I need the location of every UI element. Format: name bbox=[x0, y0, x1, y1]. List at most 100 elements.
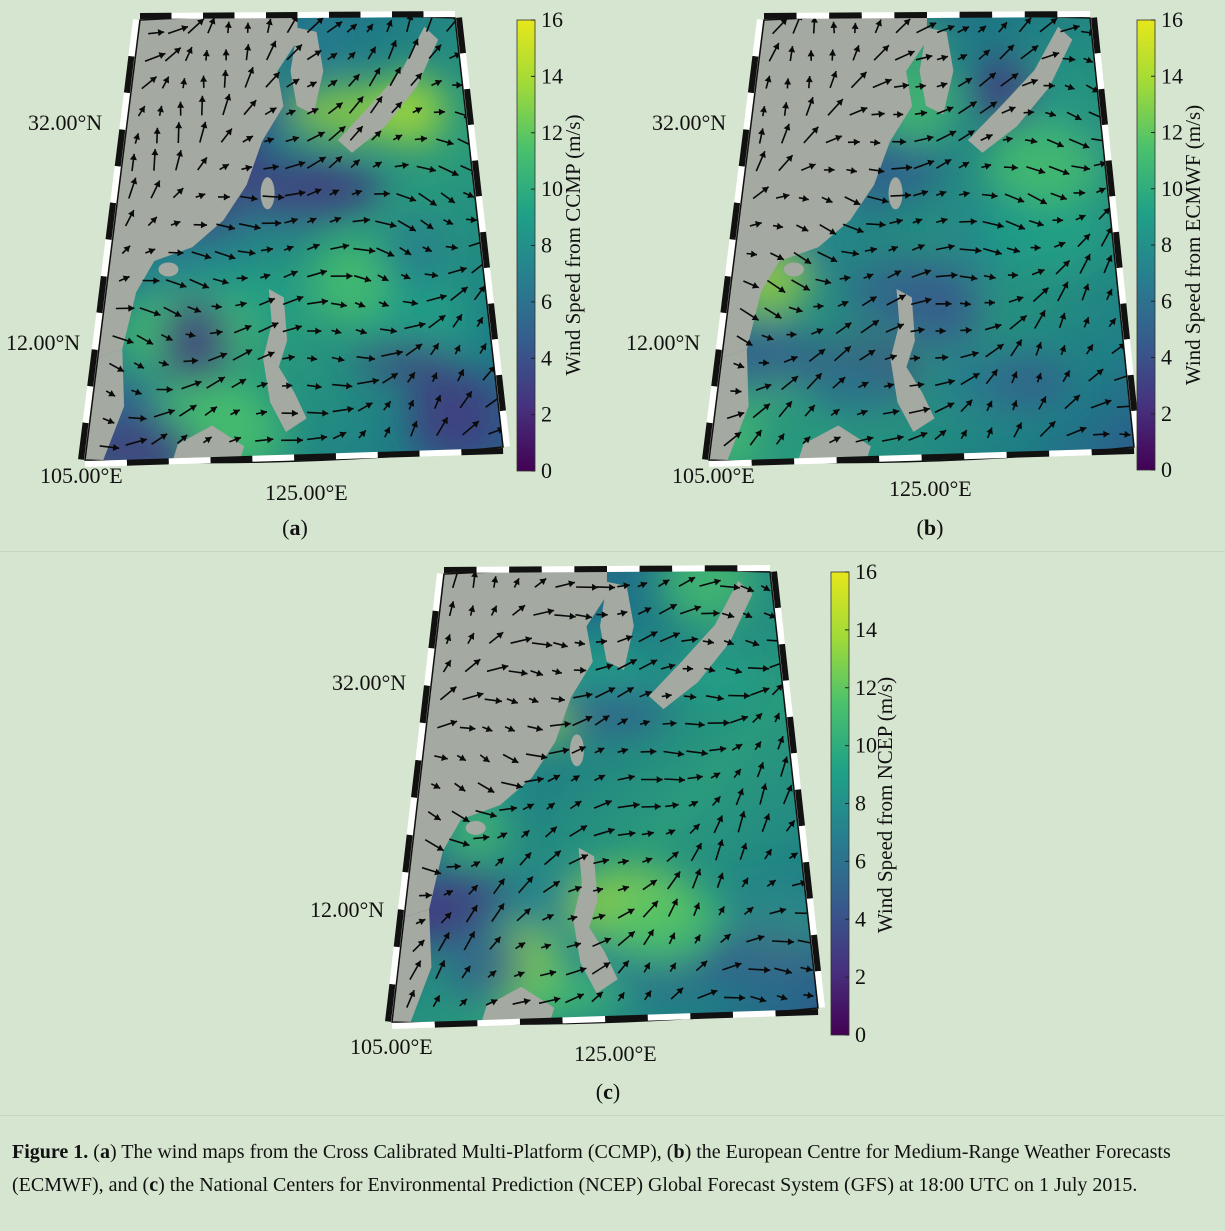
wind-arrow bbox=[638, 630, 658, 643]
wind-arrow bbox=[448, 601, 456, 617]
wind-arrow bbox=[534, 577, 547, 588]
wind-arrow bbox=[260, 246, 274, 254]
borneo-landmass bbox=[792, 425, 871, 463]
frame-tick bbox=[732, 1010, 776, 1018]
wind-arrow bbox=[327, 79, 338, 88]
wind-arrow bbox=[701, 609, 720, 617]
wind-arrow bbox=[829, 49, 836, 61]
speed-blob bbox=[808, 354, 898, 421]
latitude-label: 12.00°N bbox=[6, 330, 80, 355]
wind-arrow bbox=[421, 866, 442, 876]
wind-arrow bbox=[935, 378, 955, 387]
wind-arrow bbox=[346, 23, 358, 33]
frame-tick bbox=[729, 202, 741, 240]
frame-tick bbox=[123, 55, 135, 94]
wind-arrow bbox=[137, 105, 146, 117]
wind-arrow bbox=[574, 639, 586, 647]
wind-arrow bbox=[358, 429, 367, 439]
frame-tick bbox=[747, 55, 759, 94]
wind-arrow bbox=[443, 889, 454, 897]
wind-arrow bbox=[723, 994, 746, 1002]
caption-letter-b: b bbox=[673, 1141, 685, 1163]
wind-arrow bbox=[1090, 399, 1112, 409]
wind-arrow bbox=[284, 217, 298, 225]
frame-tick bbox=[1113, 231, 1123, 269]
wind-arrow bbox=[263, 163, 279, 171]
wind-arrow bbox=[594, 714, 610, 726]
wind-arrow bbox=[769, 907, 787, 915]
wind-arrow bbox=[805, 96, 815, 116]
wind-arrow bbox=[1060, 24, 1080, 33]
wind-arrow bbox=[699, 578, 721, 587]
wind-arrow bbox=[1100, 226, 1113, 247]
map-panel-b: 32.00°N 12.00°N 105.00°E 125.00°E 0 2 4 6 8 10 12 1… bbox=[612, 0, 1225, 551]
frame-tick bbox=[393, 909, 404, 948]
wind-arrow bbox=[1011, 371, 1018, 384]
wind-arrow bbox=[739, 842, 748, 860]
wind-arrow bbox=[910, 354, 921, 362]
wind-arrow bbox=[286, 78, 300, 88]
wind-arrow bbox=[366, 23, 374, 33]
wind-arrow bbox=[397, 220, 417, 232]
wind-arrow bbox=[617, 885, 630, 892]
wind-arrow bbox=[484, 697, 503, 705]
wind-arrow bbox=[679, 605, 702, 615]
wind-arrow bbox=[839, 274, 851, 282]
wind-arrow bbox=[641, 803, 661, 811]
wind-arrow bbox=[1010, 339, 1023, 357]
wind-arrow bbox=[1008, 295, 1024, 303]
wind-arrow bbox=[856, 409, 868, 417]
wind-arrow bbox=[778, 400, 793, 418]
korea-landmass bbox=[919, 27, 954, 115]
wind-arrow bbox=[482, 725, 493, 732]
wind-arrow bbox=[156, 386, 173, 393]
wind-arrow bbox=[392, 134, 403, 141]
frame-tick bbox=[210, 455, 253, 464]
wind-arrow bbox=[209, 329, 223, 336]
wind-arrow bbox=[244, 66, 255, 88]
wind-arrow bbox=[846, 167, 858, 174]
frame-tick bbox=[100, 239, 112, 277]
wind-arrow bbox=[985, 343, 1005, 358]
wind-arrow bbox=[437, 719, 458, 729]
frame-tick bbox=[114, 129, 126, 167]
wind-arrow bbox=[189, 278, 210, 289]
wind-arrow bbox=[911, 269, 932, 279]
wind-arrow bbox=[459, 390, 473, 409]
wind-arrow bbox=[224, 21, 232, 34]
taiwan-landmass bbox=[888, 177, 903, 210]
panel-label-a: (a) bbox=[282, 515, 308, 540]
wind-arrow bbox=[1046, 138, 1065, 148]
wind-arrow bbox=[307, 327, 322, 335]
china-landmass bbox=[709, 15, 928, 364]
wind-arrow bbox=[236, 274, 248, 282]
wind-arrow bbox=[211, 303, 222, 310]
wind-arrow bbox=[565, 966, 587, 976]
wind-arrow bbox=[240, 194, 258, 202]
wind-arrow bbox=[499, 805, 518, 813]
colorbar-tick-label: 16 bbox=[1161, 7, 1183, 32]
wind-arrow bbox=[306, 434, 328, 442]
frame-tick bbox=[751, 458, 795, 466]
wind-arrow bbox=[957, 53, 968, 61]
wind-arrow bbox=[115, 304, 135, 312]
wind-arrow bbox=[977, 25, 987, 33]
wind-arrow bbox=[219, 163, 230, 171]
wind-arrow bbox=[982, 247, 1003, 256]
wind-arrow bbox=[910, 297, 932, 306]
wind-arrow bbox=[823, 166, 835, 174]
wind-arrow bbox=[327, 101, 344, 115]
wind-arrow bbox=[575, 613, 593, 620]
wind-arrow bbox=[433, 108, 446, 116]
latitude-label: 32.00°N bbox=[652, 110, 726, 135]
caption-text: ) The wind maps from the Cross Calibrate… bbox=[109, 1141, 674, 1163]
wind-arrow bbox=[808, 348, 826, 363]
wind-arrow bbox=[594, 774, 606, 782]
colorbar-tick-label: 10 bbox=[541, 176, 563, 201]
wind-arrow bbox=[512, 604, 526, 616]
wind-arrow bbox=[1066, 426, 1087, 437]
wind-arrow bbox=[743, 906, 754, 916]
wind-arrow bbox=[957, 25, 970, 34]
taiwan-landmass bbox=[260, 177, 275, 210]
wind-arrow bbox=[161, 76, 170, 89]
